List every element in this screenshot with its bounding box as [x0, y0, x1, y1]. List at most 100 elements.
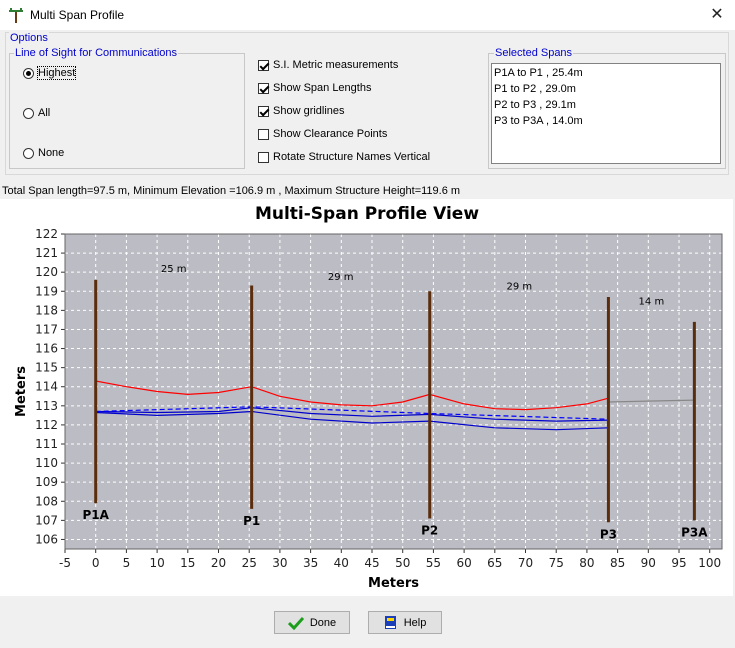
radio-label: None — [38, 147, 65, 159]
selected-spans-list[interactable]: P1A to P1 , 25.4m P1 to P2 , 29.0m P2 to… — [491, 63, 721, 164]
x-tick-label: 95 — [671, 556, 686, 570]
y-tick-label: 113 — [35, 399, 58, 413]
y-tick-label: 109 — [35, 475, 58, 489]
plot-border — [64, 233, 723, 550]
structure-label: P3A — [681, 525, 708, 539]
checkbox-label: Show Clearance Points — [273, 128, 388, 140]
y-tick-label: 120 — [35, 265, 58, 279]
help-button[interactable]: Help — [368, 611, 442, 634]
x-tick-label: 75 — [549, 556, 564, 570]
checkbox-label: Show gridlines — [273, 105, 345, 117]
checkbox-span-lengths[interactable]: Show Span Lengths — [258, 82, 371, 94]
checkbox-box — [258, 151, 269, 163]
structure-label: P2 — [421, 523, 438, 537]
x-tick-label: 25 — [242, 556, 257, 570]
radio-all[interactable]: All — [23, 107, 50, 119]
x-tick-label: 40 — [334, 556, 349, 570]
x-tick-label: 70 — [518, 556, 533, 570]
x-tick-label: 30 — [272, 556, 287, 570]
checkbox-label: S.I. Metric measurements — [273, 59, 399, 71]
wire-series — [95, 380, 695, 431]
structure-label: P1 — [243, 514, 260, 528]
radio-highest[interactable]: Highest — [23, 66, 77, 80]
x-tick-label: 60 — [456, 556, 471, 570]
selected-spans-group — [488, 53, 726, 169]
checkbox-box — [258, 105, 269, 117]
y-tick-label: 121 — [35, 246, 58, 260]
span-list-item[interactable]: P1A to P1 , 25.4m — [494, 67, 583, 79]
y-tick-label: 122 — [35, 227, 58, 241]
checkmark-icon — [287, 616, 304, 630]
radio-indicator — [23, 67, 34, 79]
y-tick-label: 107 — [35, 513, 58, 527]
title-bar: Multi Span Profile ✕ — [0, 0, 735, 30]
checkbox-box — [258, 59, 269, 71]
checkbox-box — [258, 128, 269, 140]
y-tick-label: 118 — [35, 303, 58, 317]
y-tick-label: 116 — [35, 342, 58, 356]
x-tick-label: 90 — [641, 556, 656, 570]
y-axis-label: Meters — [14, 366, 29, 417]
radio-indicator — [23, 107, 34, 119]
x-tick-label: 50 — [395, 556, 410, 570]
chart-title: Multi-Span Profile View — [255, 204, 479, 224]
y-tick-label: 108 — [35, 494, 58, 508]
x-tick-label: 35 — [303, 556, 318, 570]
x-tick-label: 85 — [610, 556, 625, 570]
y-tick-label: 114 — [35, 380, 58, 394]
structure-label: P3 — [600, 527, 617, 541]
checkbox-rotate-names[interactable]: Rotate Structure Names Vertical — [258, 151, 430, 163]
span-list-item[interactable]: P3 to P3A , 14.0m — [494, 115, 583, 127]
checkbox-gridlines[interactable]: Show gridlines — [258, 105, 345, 117]
profile-chart: Multi-Span Profile View -5 0 5 10 15 20 25 30 35… — [14, 204, 723, 591]
span-length-label: 14 m — [639, 297, 665, 308]
options-legend: Options — [9, 32, 49, 44]
lower-wire-line — [95, 407, 609, 422]
x-tick-label: 80 — [579, 556, 594, 570]
span-labels: 25 m 29 m 29 m 14 m — [161, 264, 664, 307]
radio-label: All — [38, 107, 51, 119]
selected-spans-legend: Selected Spans — [494, 47, 574, 59]
x-tick-label: 10 — [149, 556, 164, 570]
radio-none[interactable]: None — [23, 147, 64, 159]
checkbox-label: Rotate Structure Names Vertical — [273, 151, 431, 163]
close-button[interactable]: ✕ — [710, 6, 724, 23]
x-tick-label: 0 — [92, 556, 100, 570]
plot-background — [65, 234, 722, 549]
top-wire-line — [95, 380, 609, 411]
checkbox-label: Show Span Lengths — [273, 82, 372, 94]
x-tick-label: 15 — [180, 556, 195, 570]
span-length-label: 29 m — [507, 281, 533, 292]
y-tick-label: 106 — [35, 532, 58, 546]
span-list-item[interactable]: P2 to P3 , 29.1m — [494, 99, 576, 111]
x-axis-label: Meters — [368, 576, 419, 591]
chart-area: Multi-Span Profile View -5 0 5 10 15 20 25 30 35… — [0, 199, 733, 596]
extra-span-line — [608, 399, 695, 403]
done-button[interactable]: Done — [274, 611, 350, 634]
radio-label: Highest — [36, 66, 77, 80]
axes: -5 0 5 10 15 20 25 30 35 40 45 50 55 60 65 70 75 80 85 90 95… — [35, 227, 723, 570]
checkbox-si-metric[interactable]: S.I. Metric measurements — [258, 59, 398, 71]
y-tick-label: 115 — [35, 361, 58, 375]
span-list-item[interactable]: P1 to P2 , 29.0m — [494, 83, 576, 95]
structure-label: P1A — [82, 508, 109, 522]
y-tick-label: 111 — [35, 437, 58, 451]
x-tick-label: 5 — [123, 556, 131, 570]
x-tick-label: 45 — [364, 556, 379, 570]
y-tick-label: 112 — [35, 418, 58, 432]
y-tick-label: 110 — [35, 456, 58, 470]
help-label: Help — [403, 616, 427, 629]
los-legend: Line of Sight for Communications — [14, 47, 179, 59]
x-tick-label: 55 — [426, 556, 441, 570]
help-book-icon — [384, 616, 396, 629]
x-tick-label: 100 — [698, 556, 721, 570]
structures: P1A P1 P2 P3 P3A — [82, 279, 708, 541]
app-icon — [9, 8, 23, 23]
y-tick-label: 119 — [35, 284, 58, 298]
span-length-label: 29 m — [328, 272, 354, 283]
options-panel — [5, 32, 729, 175]
lower-wire-line — [95, 410, 609, 431]
x-tick-label: 20 — [211, 556, 226, 570]
checkbox-clearance-points[interactable]: Show Clearance Points — [258, 128, 387, 140]
window-title: Multi Span Profile — [30, 8, 125, 22]
